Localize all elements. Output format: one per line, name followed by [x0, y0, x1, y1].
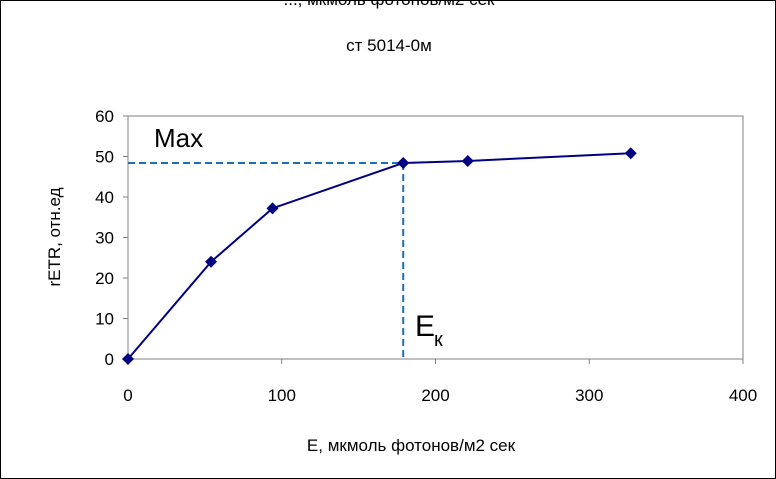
chart-subtitle: ст 5014-0м: [346, 36, 432, 55]
y-axis-ticks: 0 10 20 30 40 50 60: [95, 107, 128, 369]
y-tick-label: 50: [95, 148, 114, 167]
ek-annotation-subscript: к: [434, 329, 443, 351]
x-tick-label: 200: [421, 386, 449, 405]
series-line: [127, 152, 631, 360]
data-point: [624, 147, 637, 160]
data-point: [205, 255, 218, 268]
plot-area: [127, 115, 744, 360]
x-axis-ticks: 0 100 200 300 400: [123, 359, 757, 405]
x-tick-label: 400: [729, 386, 757, 405]
x-axis-label: E, мкмоль фотонов/м2 сек: [307, 436, 516, 455]
data-markers: [122, 147, 637, 365]
y-tick-label: 40: [95, 188, 114, 207]
x-tick-label: 300: [575, 386, 603, 405]
max-annotation: Max: [154, 123, 203, 153]
y-tick-label: 20: [95, 269, 114, 288]
y-tick-label: 30: [95, 229, 114, 248]
y-tick-label: 60: [95, 107, 114, 126]
y-tick-label: 10: [95, 310, 114, 329]
ek-annotation: E: [415, 310, 435, 343]
data-point: [122, 353, 134, 365]
x-tick-label: 0: [123, 386, 132, 405]
data-point: [461, 154, 474, 167]
data-point: [266, 202, 279, 215]
y-tick-label: 0: [105, 350, 114, 369]
y-axis-label: rETR, отн.ед: [45, 187, 64, 286]
chart-title-partial: ..., мкмоль фотонов/м2 сек: [284, 1, 496, 9]
data-point: [397, 156, 410, 169]
x-tick-label: 100: [268, 386, 296, 405]
